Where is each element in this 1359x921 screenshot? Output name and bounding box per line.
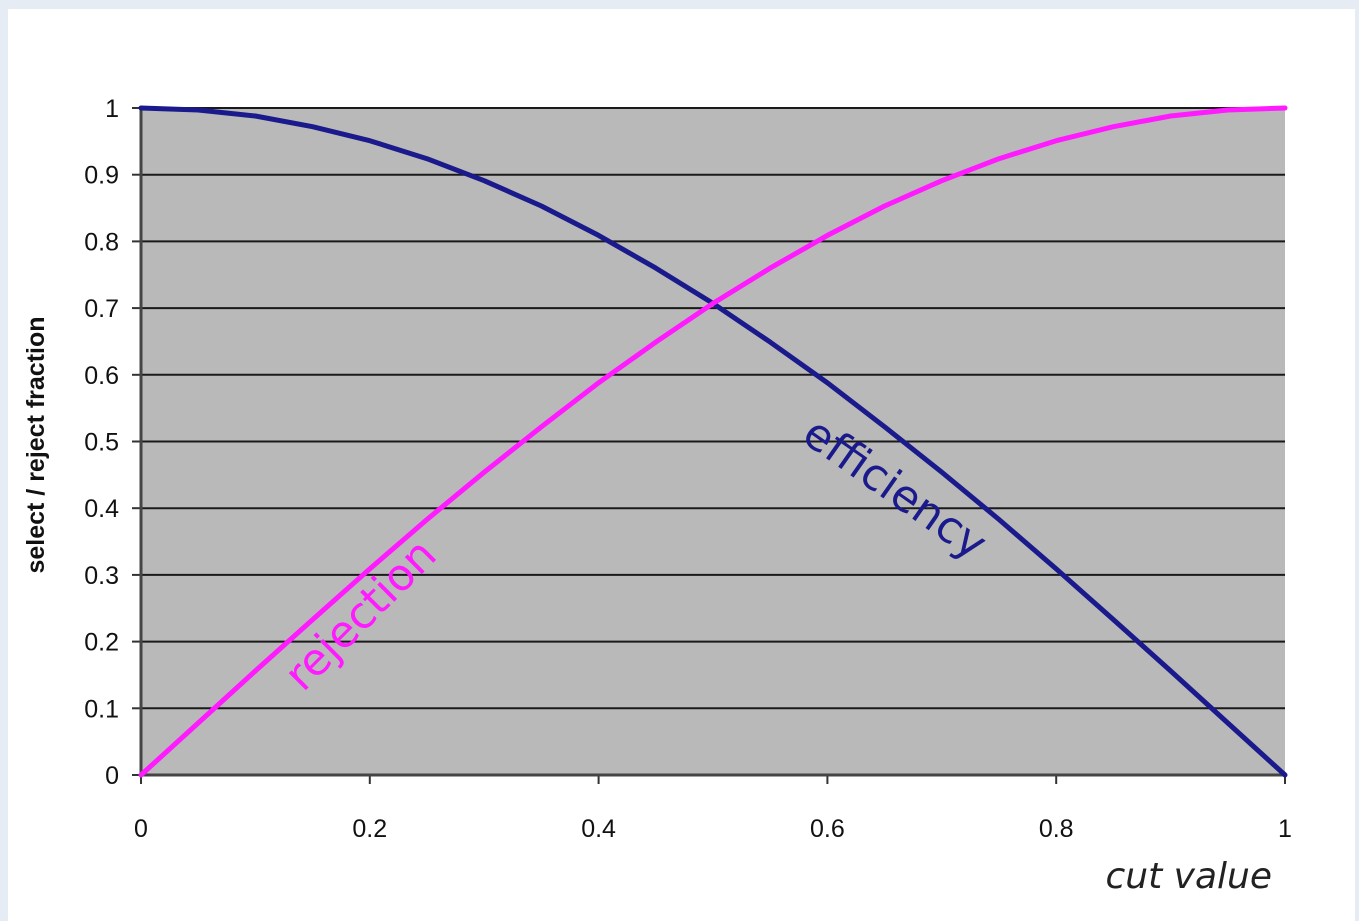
x-tick-label: 0.4 [581,815,616,843]
y-tick-label: 0.3 [84,562,119,590]
y-tick-label: 0.8 [84,228,119,256]
y-tick-label: 0.5 [84,429,119,457]
x-tick-label: 0 [134,815,148,843]
y-tick-labels: 0 0.1 0.2 0.3 0.4 0.5 0.6 0.7 0.8 0.9 1 [84,95,119,790]
x-tick-label: 0.2 [352,815,387,843]
x-axis-label: cut value [1106,856,1273,897]
y-tick-label: 1 [105,95,119,123]
x-tick-label: 0.6 [810,815,845,843]
y-tick-label: 0.2 [84,629,119,657]
series-line-rejection [138,105,1288,778]
y-tick-label: 0.4 [84,495,119,523]
grid-lines [141,107,1285,776]
series-lines [138,105,1288,778]
y-tick-label: 0.9 [84,162,119,190]
y-tick-label: 0.7 [84,295,119,323]
y-tick-label: 0.1 [84,695,119,723]
x-tick-labels: 0 0.2 0.4 0.6 0.8 1 [134,815,1292,843]
x-tick-label: 0.8 [1039,815,1074,843]
x-tick-label: 1 [1278,815,1292,843]
y-tick-label: 0.6 [84,362,119,390]
y-axis-label: select / reject fraction [22,316,50,573]
y-tick-label: 0 [105,762,119,790]
